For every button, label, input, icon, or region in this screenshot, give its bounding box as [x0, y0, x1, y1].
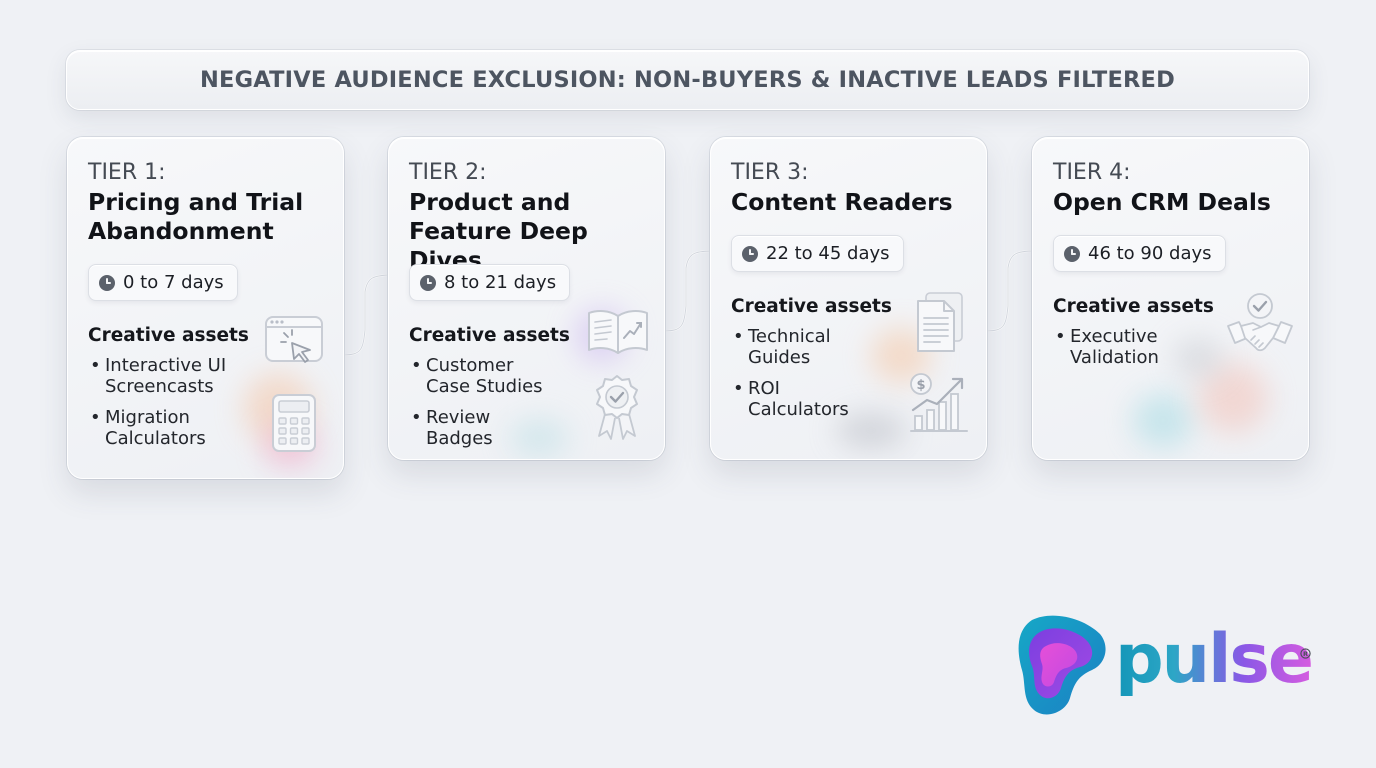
pulse-logo-text: pulse — [1115, 620, 1314, 699]
svg-text:R: R — [1303, 650, 1308, 658]
document-icon — [914, 291, 966, 355]
award-badge-icon — [591, 374, 643, 442]
duration-pill: 22 to 45 days — [731, 235, 904, 272]
connector-2-3 — [664, 250, 712, 332]
duration-pill: 8 to 21 days — [409, 264, 571, 301]
tier-label: TIER 2: — [409, 160, 487, 185]
asset-list: Customer Case Studies Review Badges — [411, 355, 561, 459]
tier-label: TIER 4: — [1053, 160, 1131, 185]
open-book-chart-icon — [585, 306, 651, 358]
duration-pill: 0 to 7 days — [88, 264, 238, 301]
assets-heading: Creative assets — [731, 296, 892, 317]
tier-card-2: TIER 2: Product and Feature Deep Dives 8… — [388, 137, 665, 460]
duration-pill: 46 to 90 days — [1053, 235, 1226, 272]
assets-heading: Creative assets — [88, 325, 249, 346]
asset-item: Customer Case Studies — [411, 355, 561, 397]
connector-1-2 — [343, 274, 391, 356]
tier-card-3: TIER 3: Content Readers 22 to 45 days Cr… — [710, 137, 987, 460]
pulse-logo: pulse R — [1012, 612, 1314, 722]
asset-item: Interactive UI Screencasts — [90, 355, 240, 397]
asset-list: Technical Guides ROI Calculators — [733, 326, 873, 430]
duration-text: 22 to 45 days — [766, 243, 890, 264]
duration-text: 0 to 7 days — [123, 272, 224, 293]
decor-blob — [1133, 393, 1193, 448]
asset-list: Interactive UI Screencasts Migration Cal… — [90, 355, 240, 459]
assets-heading: Creative assets — [409, 325, 570, 346]
tier-title: Open CRM Deals — [1053, 188, 1271, 216]
tier-title: Product and Feature Deep Dives — [409, 188, 588, 274]
banner-text: NEGATIVE AUDIENCE EXCLUSION: NON-BUYERS … — [200, 67, 1175, 93]
tier-card-4: TIER 4: Open CRM Deals 46 to 90 days Cre… — [1032, 137, 1309, 460]
asset-item: Review Badges — [411, 407, 561, 449]
pulse-logo-mark — [1018, 615, 1106, 715]
browser-cursor-icon — [264, 314, 326, 376]
registered-mark-icon: R — [1300, 648, 1311, 659]
clock-icon — [420, 274, 436, 291]
tier-label: TIER 3: — [731, 160, 809, 185]
asset-item: Executive Validation — [1055, 326, 1195, 368]
clock-icon — [742, 245, 758, 262]
handshake-check-icon — [1225, 290, 1295, 360]
asset-item: Technical Guides — [733, 326, 873, 368]
tier-title: Content Readers — [731, 188, 953, 216]
asset-list: Executive Validation — [1055, 326, 1195, 378]
svg-text:$: $ — [916, 378, 925, 393]
asset-item: ROI Calculators — [733, 378, 873, 420]
assets-heading: Creative assets — [1053, 296, 1214, 317]
connector-3-4 — [986, 250, 1034, 332]
duration-text: 8 to 21 days — [444, 272, 557, 293]
calculator-icon — [271, 393, 319, 455]
duration-text: 46 to 90 days — [1088, 243, 1212, 264]
tier-title: Pricing and Trial Abandonment — [88, 188, 304, 245]
clock-icon — [99, 274, 115, 291]
roi-growth-chart-icon: $ — [907, 370, 971, 436]
exclusion-banner: NEGATIVE AUDIENCE EXCLUSION: NON-BUYERS … — [66, 50, 1309, 110]
tier-label: TIER 1: — [88, 160, 166, 185]
tier-card-1: TIER 1: Pricing and Trial Abandonment 0 … — [67, 137, 344, 479]
clock-icon — [1064, 245, 1080, 262]
asset-item: Migration Calculators — [90, 407, 240, 449]
